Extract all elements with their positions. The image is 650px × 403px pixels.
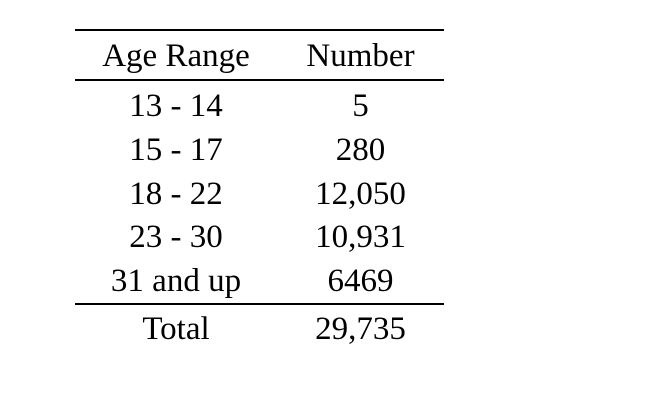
total-number: 29,735 bbox=[315, 310, 406, 347]
number-cell: 6469 bbox=[327, 263, 394, 300]
table-row: 13 - 14 5 bbox=[75, 80, 444, 129]
age-range-cell: 23 - 30 bbox=[129, 219, 223, 256]
age-range-table: Age Range Number 13 - 14 5 15 - 17 280 1… bbox=[75, 29, 444, 353]
table-row: 18 - 22 12,050 bbox=[75, 172, 444, 216]
age-range-cell: 31 and up bbox=[110, 263, 242, 300]
total-label: Total bbox=[142, 310, 210, 347]
table-row: 31 and up 6469 bbox=[75, 260, 444, 305]
age-range-cell: 18 - 22 bbox=[129, 175, 223, 212]
number-cell: 5 bbox=[352, 88, 369, 125]
number-cell: 10,931 bbox=[315, 219, 406, 256]
number-cell: 280 bbox=[335, 132, 386, 169]
table-header-row: Age Range Number bbox=[75, 30, 444, 80]
age-range-cell: 15 - 17 bbox=[129, 132, 223, 169]
age-range-table-container: Age Range Number 13 - 14 5 15 - 17 280 1… bbox=[75, 29, 444, 353]
total-row: Total 29,735 bbox=[75, 304, 444, 353]
table-row: 23 - 30 10,931 bbox=[75, 216, 444, 260]
header-age-range: Age Range bbox=[102, 37, 250, 74]
header-number: Number bbox=[306, 37, 415, 74]
number-cell: 12,050 bbox=[315, 175, 406, 212]
table-row: 15 - 17 280 bbox=[75, 129, 444, 173]
age-range-cell: 13 - 14 bbox=[129, 88, 223, 125]
